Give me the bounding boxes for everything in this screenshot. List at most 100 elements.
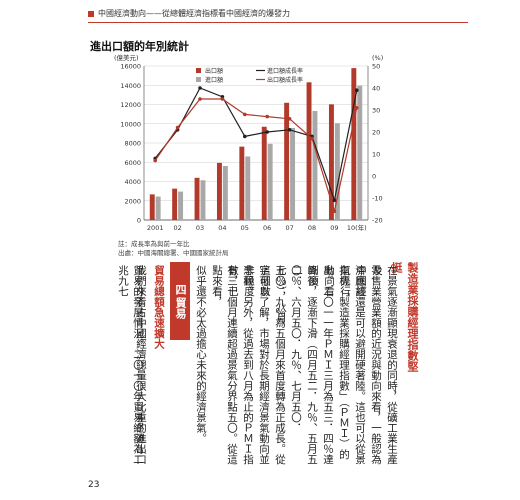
growth-point bbox=[287, 128, 292, 132]
section-number: 四 bbox=[174, 283, 187, 295]
import-bar bbox=[222, 165, 228, 220]
section-title: 貿易 bbox=[174, 296, 187, 319]
sub-heading: 貿易總額急速擴大 bbox=[153, 265, 165, 349]
left-tick-label: 2000 bbox=[124, 197, 141, 205]
body-col-10: 悲觀。另外，從過去到八月為止的ＰＭＩ指數，已 bbox=[227, 265, 254, 465]
left-tick-label: 14000 bbox=[120, 82, 141, 90]
export-bar bbox=[351, 68, 357, 220]
left-tick-label: 12000 bbox=[120, 101, 141, 109]
import-bar bbox=[200, 180, 206, 220]
right-tick-label: -20 bbox=[372, 217, 383, 225]
growth-point bbox=[265, 130, 269, 134]
body-col-2: 零售業營業額的近況與動向來看，一般認為中國經 bbox=[355, 265, 382, 465]
trade-chart: 0 2000 4000 6000 8000 10000 12000 14000 16000 -20… bbox=[114, 53, 383, 232]
x-tick-label: 09 bbox=[330, 224, 338, 232]
x-tick-label: 10(年) bbox=[347, 223, 367, 232]
chart-source: 出處：中國海關總署、中國國家統計局 bbox=[118, 249, 229, 257]
growth-point bbox=[243, 134, 247, 139]
export-bar bbox=[328, 104, 334, 220]
growth-point bbox=[175, 125, 180, 130]
page-number: 23 bbox=[88, 480, 100, 490]
left-tick-label: 0 bbox=[137, 217, 141, 225]
legend-label: 出口額 bbox=[205, 67, 223, 75]
growth-point bbox=[310, 136, 314, 141]
growth-point bbox=[198, 86, 202, 90]
import-bar bbox=[334, 123, 340, 220]
growth-point bbox=[220, 97, 225, 101]
running-header: 中國經濟動向——從總體經濟指標看中國經濟的爆發力 bbox=[88, 8, 468, 23]
chart-note: 註：成長率為與前一年比 bbox=[118, 240, 190, 248]
x-tick-label: 08 bbox=[308, 224, 316, 232]
import-bar bbox=[312, 110, 318, 220]
export-bar bbox=[306, 82, 312, 220]
import-bar bbox=[245, 156, 251, 220]
body-col-6: 峰後，逐漸下滑（四月五二．九％、五月五二． bbox=[291, 265, 318, 465]
export-growth-line bbox=[154, 98, 358, 214]
right-tick-label: 0 bbox=[372, 173, 376, 181]
body-col-14: 貿易的發展情況。二〇一〇年貿易總額為二兆九七 bbox=[117, 265, 144, 465]
legend-label: 進口額 bbox=[205, 76, 223, 84]
body-col-11: 有三十個月連續超過景氣分界點五〇。從這點來看， bbox=[211, 265, 238, 465]
left-tick-label: 6000 bbox=[124, 159, 141, 167]
right-tick-label: 30 bbox=[372, 107, 380, 115]
x-tick-label: 05 bbox=[241, 224, 249, 232]
right-tick-label: 10 bbox=[372, 151, 380, 159]
section-label-box: 四 貿易 bbox=[170, 262, 190, 340]
body-col-7: 〇％、六月五〇．九％、七月五〇．七％），八月 bbox=[275, 265, 302, 433]
export-bar bbox=[284, 102, 290, 220]
section-heading: 製造業採購經理指數堅挺 bbox=[390, 262, 419, 372]
x-tick-label: 2001 bbox=[147, 224, 164, 232]
right-tick-label: 50 bbox=[372, 63, 380, 71]
import-bar bbox=[155, 196, 161, 220]
growth-point bbox=[332, 209, 337, 213]
growth-point bbox=[243, 112, 247, 117]
x-tick-label: 02 bbox=[173, 224, 181, 232]
right-axis-unit: (%) bbox=[372, 54, 383, 62]
legend-swatch bbox=[196, 77, 201, 82]
left-axis-unit: (億美元) bbox=[114, 53, 139, 62]
legend-label: 出口額成長率 bbox=[267, 76, 303, 84]
import-bar bbox=[178, 191, 184, 220]
left-tick-label: 4000 bbox=[124, 178, 141, 186]
import-bar bbox=[357, 85, 363, 220]
chart-title: 進出口額的年別統計 bbox=[90, 40, 189, 53]
right-tick-label: 40 bbox=[372, 85, 380, 93]
growth-point bbox=[153, 158, 157, 163]
legend-swatch bbox=[196, 68, 201, 73]
x-tick-label: 04 bbox=[218, 224, 226, 232]
body-col-4: 指標「製造業採購經理指數」（ＰＭＩ）的動向看 bbox=[323, 265, 350, 460]
right-tick-label: -10 bbox=[372, 195, 383, 203]
import-bar bbox=[290, 127, 296, 220]
right-tick-label: 20 bbox=[372, 129, 380, 137]
body-col-12: 似乎還不必太過擔心未來的經濟景氣。 bbox=[195, 265, 207, 444]
x-tick-label: 03 bbox=[196, 224, 204, 232]
header-text: 中國經濟動向——從總體經濟指標看中國經濟的爆發力 bbox=[98, 9, 290, 18]
export-bar bbox=[261, 126, 267, 220]
body-col-1: 在景氣逐漸顯現衰退的同時，從礦工業生產及 bbox=[371, 265, 398, 465]
header-marker bbox=[88, 10, 94, 17]
growth-point bbox=[355, 106, 359, 110]
export-bar bbox=[216, 162, 222, 220]
body-col-9: 字可以了解，市場對於長期經濟景氣動向並非極度 bbox=[243, 265, 270, 465]
export-bar bbox=[149, 194, 155, 220]
export-bar bbox=[194, 177, 200, 220]
left-tick-label: 8000 bbox=[124, 140, 141, 148]
growth-point bbox=[355, 88, 359, 92]
growth-point bbox=[332, 198, 337, 202]
legend-label: 進口額成長率 bbox=[267, 67, 303, 75]
growth-point bbox=[198, 97, 202, 101]
export-bar bbox=[239, 146, 245, 220]
x-tick-label: 06 bbox=[263, 224, 271, 232]
body-col-5: 出。二〇一一年ＰＭＩ三月為五三．四％達到頂 bbox=[307, 265, 334, 465]
left-tick-label: 16000 bbox=[120, 63, 141, 71]
growth-point bbox=[265, 114, 269, 119]
left-tick-label: 10000 bbox=[120, 120, 141, 128]
body-col-8: 五〇．九％為五個月來首度轉為正成長。從這個數 bbox=[259, 265, 286, 465]
body-col-13: 我們來看占中國經濟總量很大比重的進出口 bbox=[135, 265, 147, 465]
header-rule bbox=[88, 22, 468, 23]
import-bar bbox=[267, 143, 273, 220]
body-col-3: 濟應該還是可以避開硬著陸。這也可以從景氣先行 bbox=[339, 265, 366, 465]
x-tick-label: 07 bbox=[285, 224, 293, 232]
import-growth-line bbox=[154, 87, 358, 203]
export-bar bbox=[172, 188, 178, 220]
